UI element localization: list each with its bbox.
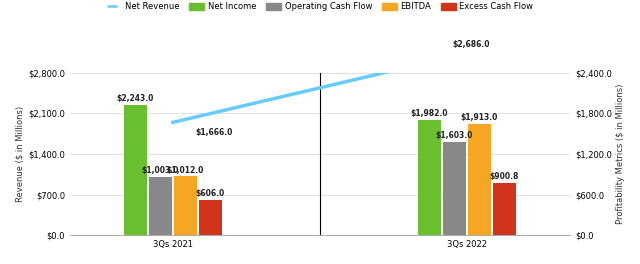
Y-axis label: Profitability Metrics ($ in Millions): Profitability Metrics ($ in Millions)	[616, 84, 625, 224]
Bar	[124, 105, 147, 235]
Bar	[468, 124, 492, 235]
Bar	[198, 200, 222, 235]
Bar	[173, 176, 197, 235]
Text: $1,603.0: $1,603.0	[436, 131, 473, 140]
Text: $1,666.0: $1,666.0	[195, 128, 232, 137]
Text: $1,913.0: $1,913.0	[461, 113, 498, 122]
Bar	[443, 142, 467, 235]
Text: $1,012.0: $1,012.0	[167, 166, 204, 175]
Bar	[418, 120, 442, 235]
Text: $2,686.0: $2,686.0	[452, 40, 490, 49]
Legend: Net Revenue, Net Income, Operating Cash Flow, EBITDA, Excess Cash Flow: Net Revenue, Net Income, Operating Cash …	[103, 0, 537, 15]
Text: $1,982.0: $1,982.0	[411, 109, 448, 118]
Bar	[148, 177, 172, 235]
Bar	[493, 183, 516, 235]
Y-axis label: Revenue ($ in Millions): Revenue ($ in Millions)	[15, 106, 24, 202]
Text: $1,003.0: $1,003.0	[142, 166, 179, 175]
Text: $2,243.0: $2,243.0	[116, 94, 154, 103]
Text: $900.8: $900.8	[490, 172, 519, 181]
Text: $606.0: $606.0	[196, 189, 225, 198]
